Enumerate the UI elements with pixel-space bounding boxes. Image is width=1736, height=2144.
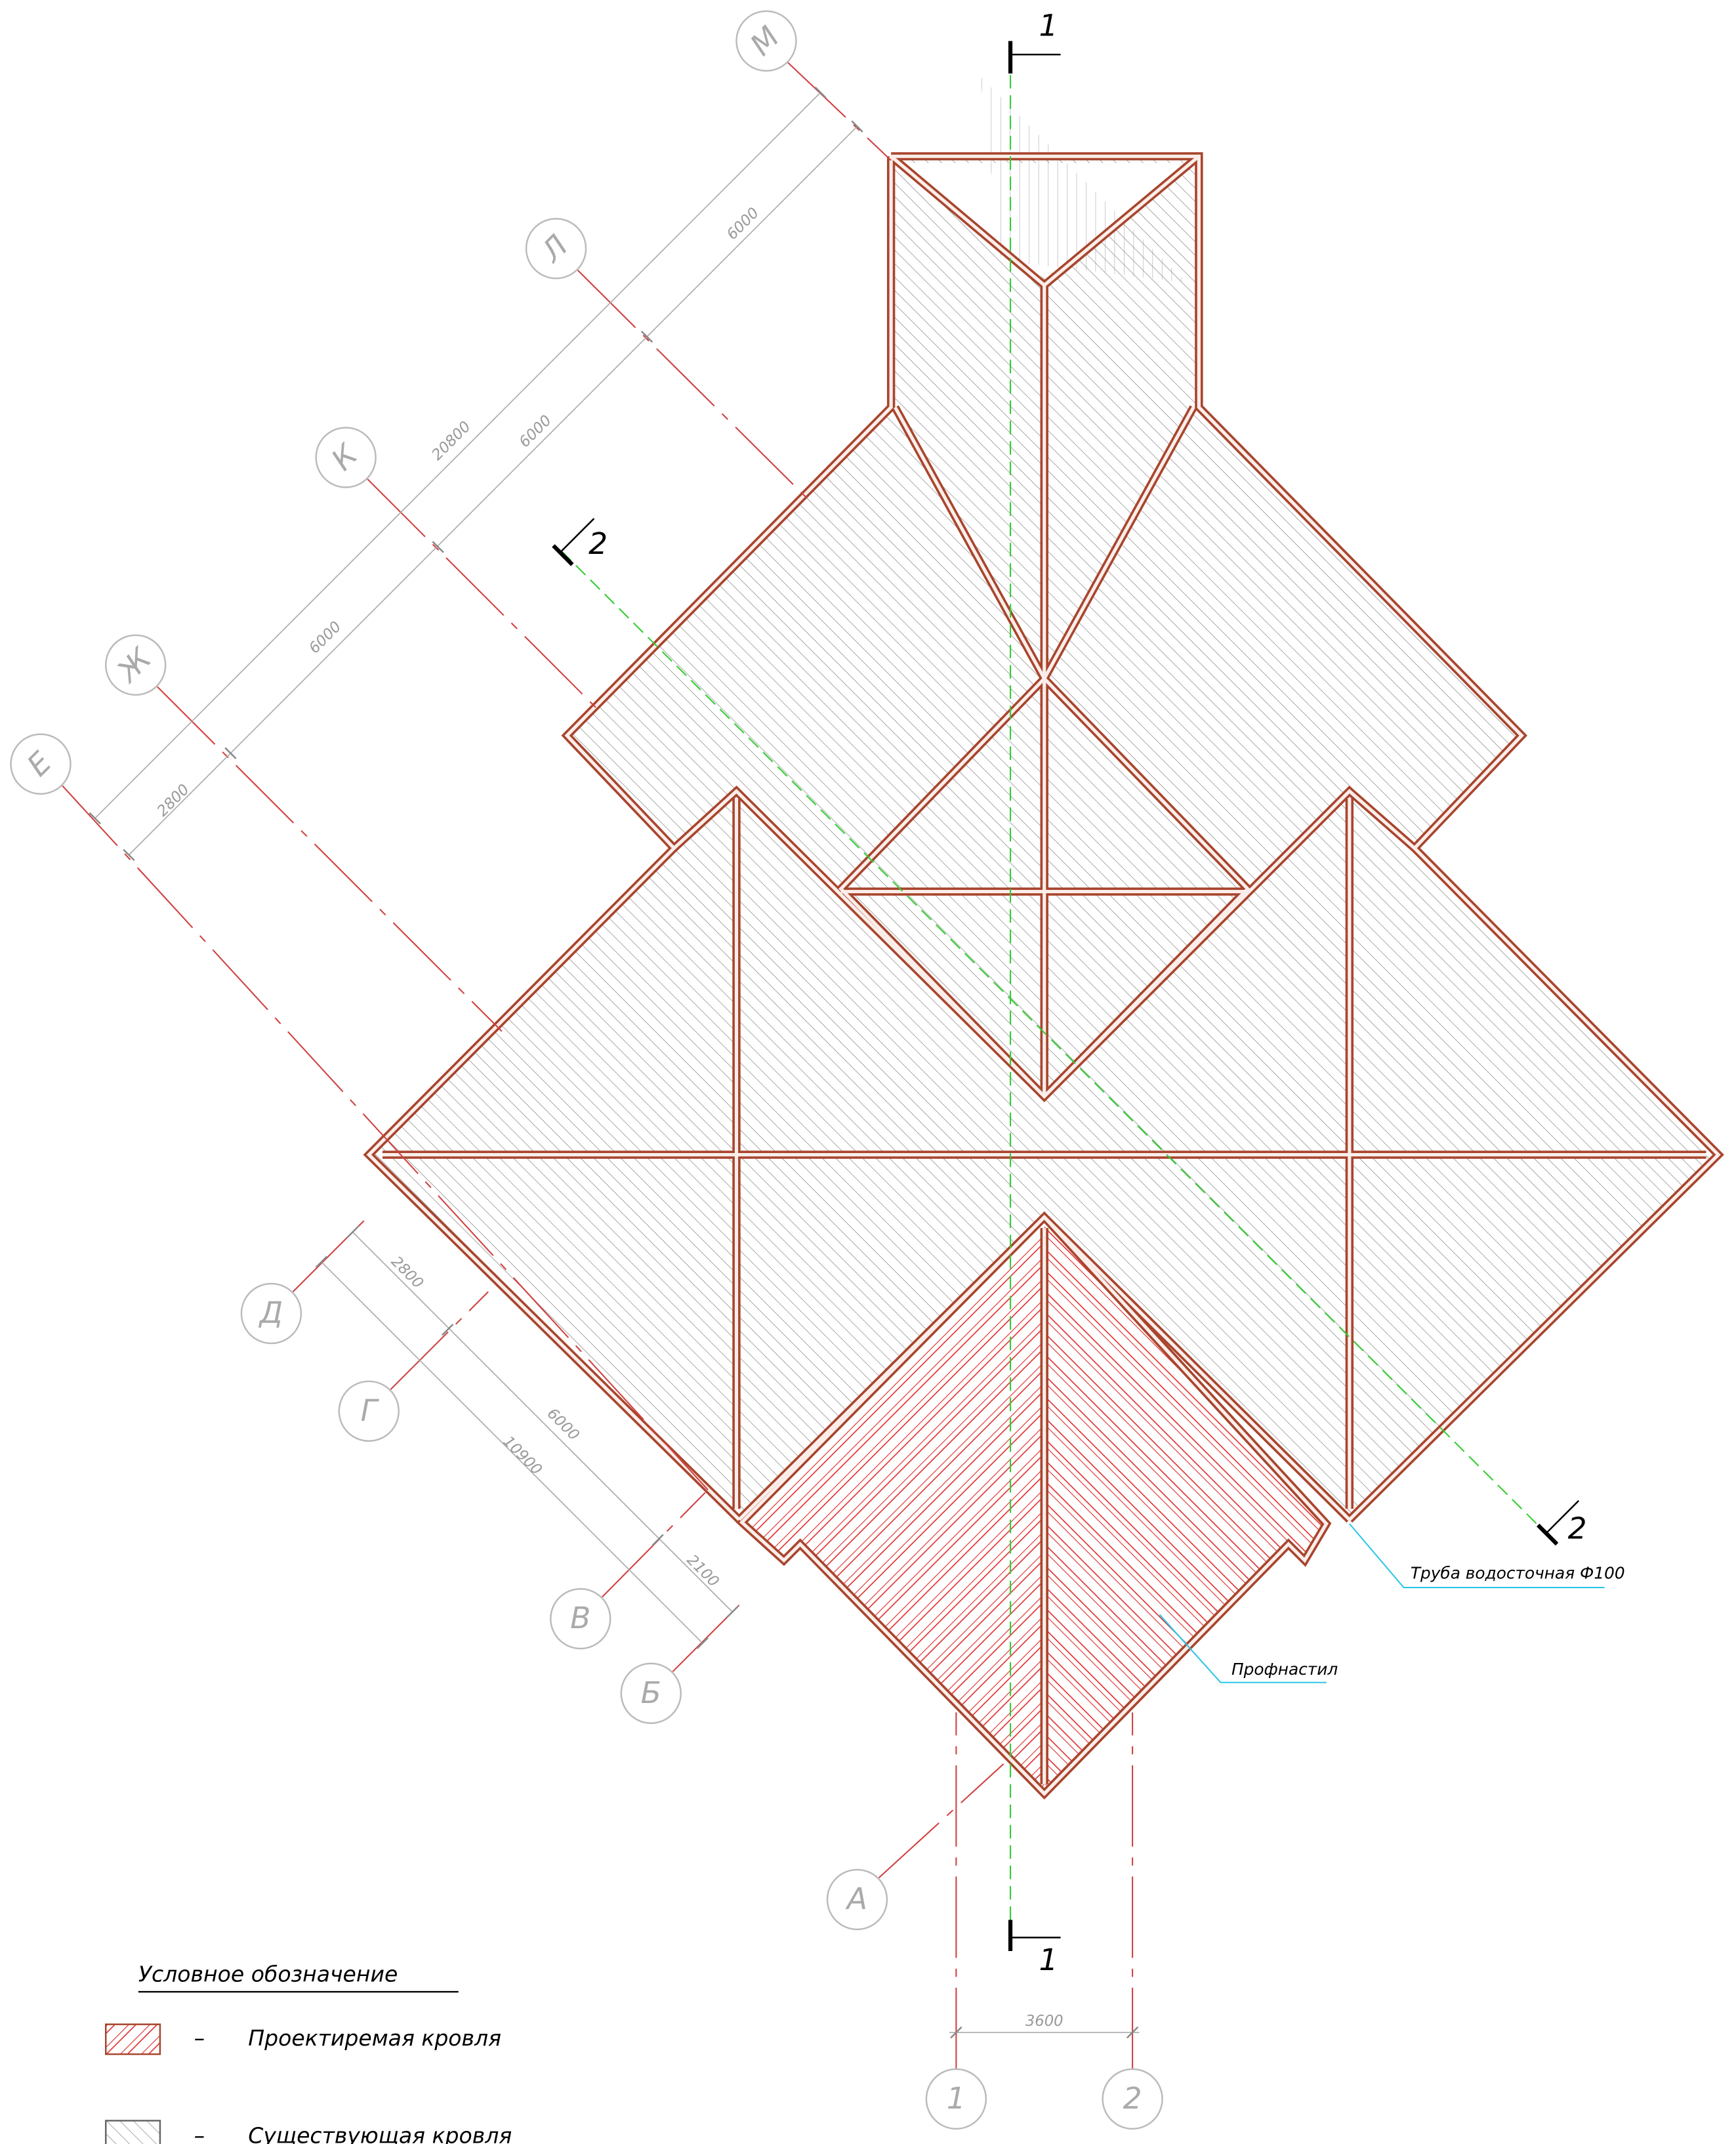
axis-label: Г	[361, 1393, 380, 1428]
legend-swatch	[106, 2120, 160, 2144]
axis-label: 2	[1123, 2081, 1142, 2116]
legend-label: Проектиремая кровля	[248, 2025, 501, 2051]
legend-swatch	[106, 2025, 160, 2054]
legend-title: Условное обозначение	[138, 1962, 398, 1987]
dimension: 6000	[724, 205, 762, 243]
section-mark: 2	[1568, 1511, 1587, 1546]
roof-plan: М Л К Ж Е Д Г В Б А 1 2 6000 6000 20800 …	[0, 0, 1736, 2144]
legend-label: Существующая кровля	[248, 2123, 512, 2144]
dimension: 6000	[544, 1405, 583, 1444]
section-mark: 1	[1039, 1943, 1058, 1977]
legend-dash: –	[194, 2123, 205, 2144]
axis-label: Д	[258, 1295, 283, 1330]
axis-label: А	[845, 1881, 867, 1916]
dimension: 10900	[499, 1433, 545, 1478]
dimension: 3600	[1025, 2013, 1064, 2030]
callout: Труба водосточная Ф100	[1411, 1563, 1625, 1582]
section-mark: 1	[1039, 8, 1058, 43]
axis-label: В	[570, 1601, 590, 1635]
dimension: 2800	[154, 781, 193, 820]
axis-label: 1	[947, 2081, 966, 2116]
callout: Профнастил	[1231, 1660, 1338, 1679]
legend-dash: –	[194, 2025, 205, 2051]
section-mark: 2	[589, 526, 608, 561]
dimension: 6000	[516, 412, 555, 451]
dimension: 2100	[684, 1551, 722, 1590]
dimension: 20800	[428, 418, 474, 463]
dimension: 6000	[306, 618, 344, 657]
axis-label: Б	[641, 1675, 661, 1710]
